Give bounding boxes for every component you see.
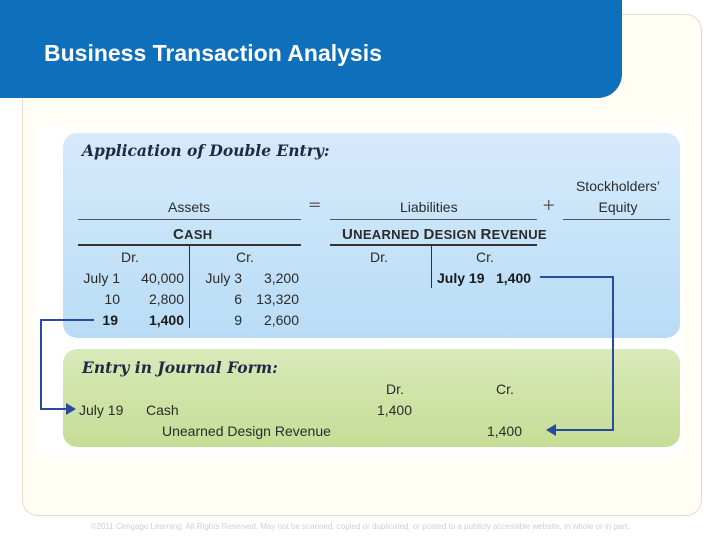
copyright-footer: ©2011 Cengage Learning. All Rights Reser… [90,522,630,531]
unearned-cr-amount: 1,400 [496,270,532,286]
equity-underline [563,219,670,220]
cash-dr-date: 10 [104,291,120,307]
right-arrow-vertical-segment [612,276,614,431]
cash-cr-amount: 13,320 [256,291,299,307]
cash-dr-amount: 2,800 [148,291,184,307]
left-arrow-bottom-segment [40,408,68,410]
cash-dr-amount-highlight: 1,400 [148,312,184,328]
title-bar: Business Transaction Analysis [0,0,622,98]
cash-dr-date-highlight: 19 [102,312,118,328]
cash-cr-header: Cr. [236,249,254,265]
liabilities-underline [330,219,537,220]
equity-label-line1: Stockholders’ [575,178,661,194]
cash-cr-amount: 3,200 [263,270,299,286]
equals-sign: = [308,195,322,214]
unearned-t-bar [330,244,537,246]
unearned-name-rest-d: ESIGN [434,227,477,242]
cash-dr-amount: 40,000 [141,270,184,286]
journal-dr-header: Dr. [386,381,404,397]
cash-dr-date: July 1 [83,270,120,286]
unearned-name-initial-u: U [342,226,354,243]
journal-credit-amount: 1,400 [486,423,522,439]
cash-cr-date: July 3 [205,270,242,286]
cash-cr-amount: 2,600 [263,312,299,328]
left-arrow-vertical-segment [40,319,42,410]
right-arrow-bottom-segment [556,429,614,431]
double-entry-heading: Application of Double Entry: [82,141,330,160]
left-arrow-top-segment [40,319,94,321]
journal-date: July 19 [79,402,124,418]
unearned-dr-header: Dr. [370,249,388,265]
unearned-name-rest-u: NEARNED [353,227,420,242]
cash-name-initial: C [173,226,185,243]
journal-debit-amount: 1,400 [376,402,412,418]
cash-account-name: CASH [173,227,213,243]
unearned-name-initial-d: D [423,226,435,243]
cash-t-stem [189,246,190,328]
plus-sign: + [542,195,556,214]
unearned-account-name: UNEARNED DESIGN REVENUE [342,227,547,243]
journal-cr-header: Cr. [496,381,514,397]
unearned-name-rest-r: EVENUE [491,227,547,242]
cash-cr-date: 9 [234,312,242,328]
assets-label: Assets [168,199,211,215]
equity-label-line2: Equity [598,199,638,215]
journal-credit-account: Unearned Design Revenue [162,423,331,439]
unearned-t-stem [431,246,432,288]
cash-cr-date: 6 [234,291,242,307]
liabilities-label: Liabilities [400,199,458,215]
cash-name-rest: ASH [184,227,213,242]
left-arrow-head-icon [66,403,76,415]
journal-heading: Entry in Journal Form: [82,358,278,377]
right-arrow-top-segment [540,276,614,278]
right-arrow-head-icon [546,424,556,436]
journal-debit-account: Cash [146,402,179,418]
cash-dr-header: Dr. [121,249,139,265]
slide-title: Business Transaction Analysis [44,40,382,66]
double-entry-panel [63,133,680,338]
assets-underline [78,219,301,220]
unearned-name-initial-r: R [480,226,492,243]
unearned-cr-header: Cr. [476,249,494,265]
cash-t-bar [78,244,301,246]
unearned-cr-date: July 19 [437,270,485,286]
